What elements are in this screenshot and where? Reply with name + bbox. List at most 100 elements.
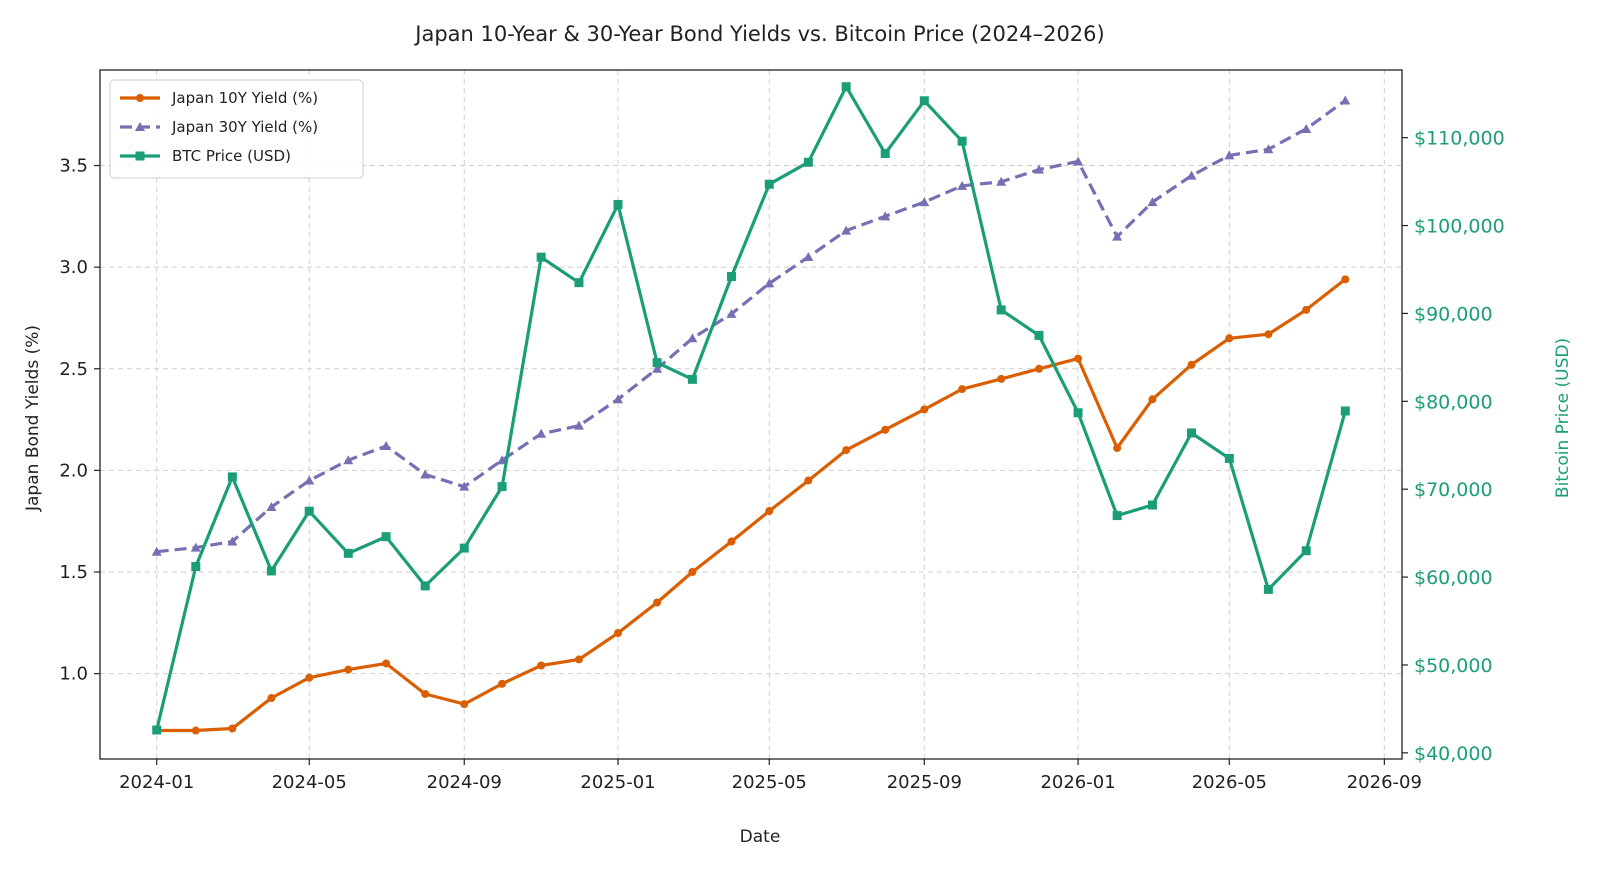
data-point-japan-10y-yield [191,726,200,735]
plot-frame [99,69,1403,760]
series-btc-price-usd [152,82,1350,735]
data-point-japan-30y-yield [1263,144,1274,154]
data-point-japan-10y-yield [653,598,662,607]
data-point-japan-10y-yield [421,689,430,698]
data-point-btc-price-usd [841,82,851,92]
data-point-btc-price-usd [764,179,774,189]
data-point-japan-10y-yield [267,694,276,703]
series-line-japan-30y-yield [156,99,1347,554]
legend-swatch-marker [135,122,145,131]
data-point-japan-10y-yield [958,385,967,394]
x-tick-label: 2026-01 [1040,772,1115,793]
x-tick-label: 2025-05 [732,772,807,793]
data-point-japan-10y-yield [1341,275,1350,284]
data-point-japan-30y-yield [1186,170,1197,180]
y-right-tick-label: $80,000 [1414,391,1493,413]
y-right-tick-label: $40,000 [1414,743,1493,765]
y-tick-label: 1.0 [59,664,88,685]
data-point-btc-price-usd [1112,511,1122,521]
series-line-btc-price-usd [155,85,1347,731]
data-point-japan-30y-yield [1301,123,1312,133]
data-point-japan-30y-yield [1073,156,1084,166]
data-point-japan-30y-yield [420,469,431,479]
data-point-japan-10y-yield [574,655,583,664]
data-point-btc-price-usd [420,581,430,591]
x-tick-label: 2025-01 [580,772,655,793]
x-tick-label: 2026-05 [1192,772,1267,793]
data-point-japan-10y-yield [305,673,314,682]
data-point-btc-price-usd [574,278,584,288]
data-point-japan-30y-yield [726,308,737,318]
x-tick-label: 2024-09 [427,772,502,793]
data-point-btc-price-usd [1147,500,1157,510]
legend-items: Japan 10Y Yield (%) Japan 30Y Yield (%) BT… [120,89,318,165]
data-point-btc-price-usd [191,562,201,572]
y-tick-label: 2.0 [59,460,88,481]
x-axis-label: Date [740,827,781,847]
legend-item-japan-10y-yield: Japan 10Y Yield (%) [120,89,318,107]
data-point-btc-price-usd [1073,408,1083,418]
y-axis-right-ticks: $40,000 $50,000 $60,000 $70,000 $80,000 $90,0… [1402,128,1505,765]
data-point-japan-10y-yield [1074,354,1083,363]
data-point-japan-10y-yield [228,724,237,733]
data-point-japan-30y-yield [1112,231,1123,241]
data-point-japan-10y-yield [804,476,813,485]
data-point-japan-30y-yield [536,428,547,438]
y-right-tick-label: $50,000 [1414,655,1493,677]
data-point-japan-10y-yield [614,628,623,637]
data-point-japan-30y-yield [803,251,814,261]
data-point-japan-10y-yield [537,661,546,670]
data-point-btc-price-usd [726,272,736,282]
data-point-btc-price-usd [304,506,314,516]
y-right-tick-label: $100,000 [1414,216,1505,238]
data-point-japan-10y-yield [1148,395,1157,404]
series-japan-10y-yield [152,275,1350,735]
data-point-japan-30y-yield [880,211,891,221]
data-point-japan-30y-yield [459,481,470,491]
legend-item-japan-30y-yield: Japan 30Y Yield (%) [120,118,318,136]
y-tick-label: 1.5 [59,562,88,583]
x-tick-label: 2024-01 [119,772,194,793]
data-point-japan-10y-yield [460,700,469,709]
legend: Japan 10Y Yield (%) Japan 30Y Yield (%) BT… [109,79,364,179]
y-right-tick-label: $90,000 [1414,303,1493,325]
data-point-japan-10y-yield [765,507,774,516]
data-point-japan-30y-yield [343,455,354,465]
series-japan-30y-yield [151,95,1351,556]
data-point-btc-price-usd [497,482,507,492]
data-point-btc-price-usd [343,548,353,558]
data-point-btc-price-usd [1340,406,1350,416]
data-point-btc-price-usd [1187,428,1197,438]
data-point-japan-10y-yield [1264,330,1273,339]
data-point-japan-10y-yield [1113,444,1122,453]
y-right-tick-label: $110,000 [1414,128,1505,150]
data-point-btc-price-usd [227,472,237,482]
data-point-btc-price-usd [996,305,1006,315]
data-point-btc-price-usd [652,358,662,368]
legend-label: BTC Price (USD) [172,147,291,165]
x-axis-ticks: 2024-01 2024-05 2024-09 2025-01 2025-05 2025-… [119,759,1422,793]
data-point-btc-price-usd [266,566,276,576]
legend-label: Japan 10Y Yield (%) [171,89,318,107]
data-point-btc-price-usd [613,199,623,209]
data-point-japan-30y-yield [919,197,930,207]
y-tick-label: 3.0 [59,257,88,278]
data-point-btc-price-usd [536,252,546,262]
data-point-japan-10y-yield [1035,364,1044,373]
data-point-japan-10y-yield [1302,305,1311,314]
data-point-btc-price-usd [459,543,469,553]
data-point-japan-30y-yield [381,441,392,451]
data-point-btc-price-usd [803,157,813,167]
legend-swatch-marker [136,94,144,102]
data-point-japan-30y-yield [687,333,698,343]
data-point-btc-price-usd [152,725,162,735]
legend-item-btc-price-usd: BTC Price (USD) [120,147,291,165]
data-point-japan-10y-yield [1187,360,1196,369]
legend-box [109,79,364,179]
series-line-japan-10y-yield [156,278,1347,733]
x-tick-label: 2024-05 [272,772,347,793]
data-point-japan-30y-yield [151,546,162,556]
data-point-japan-30y-yield [1340,95,1351,105]
y-right-tick-label: $60,000 [1414,567,1493,589]
